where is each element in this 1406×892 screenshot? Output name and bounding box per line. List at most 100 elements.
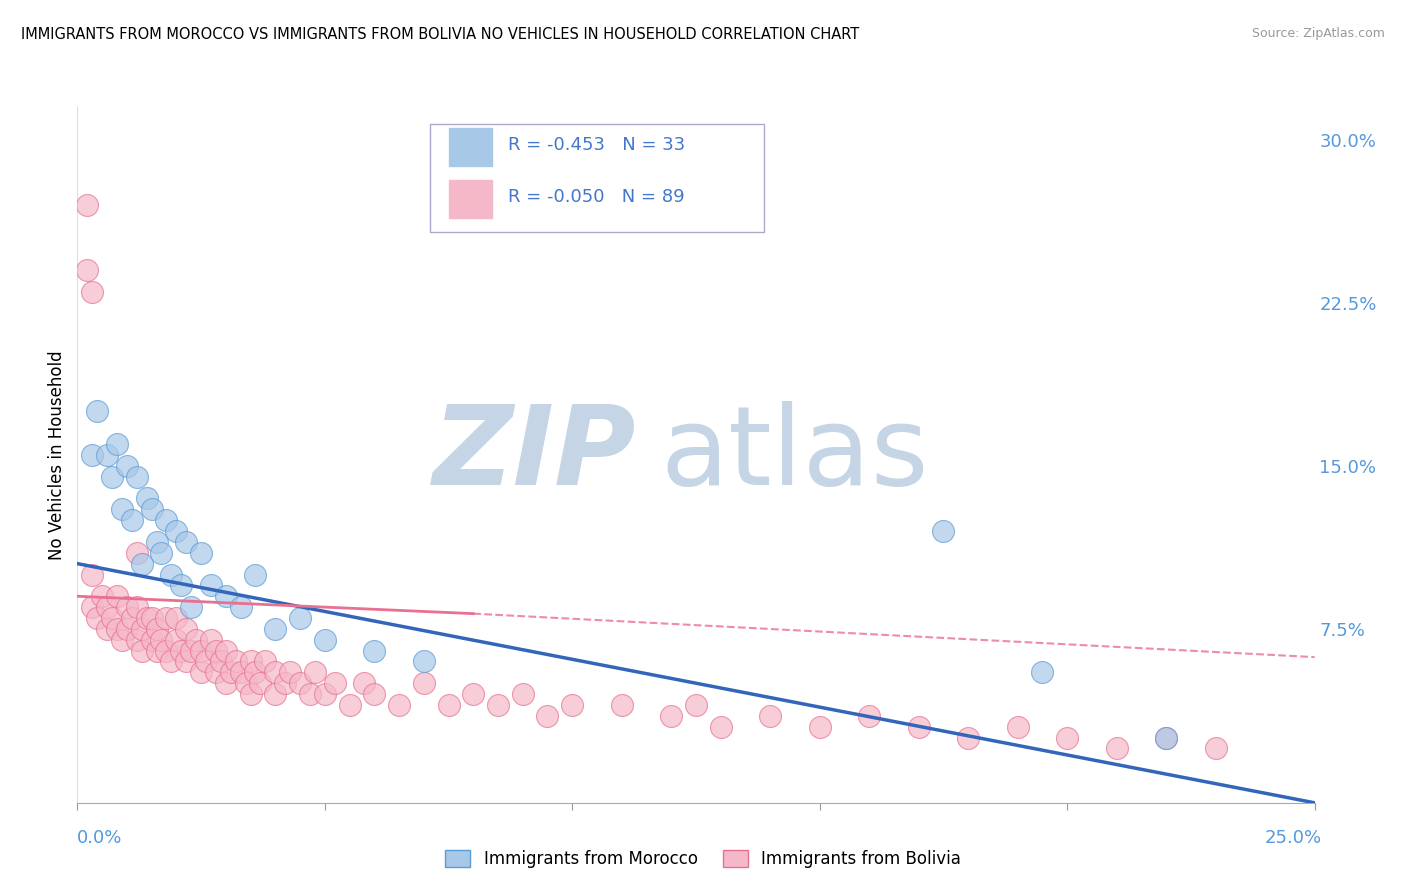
Point: [180, 600, 202, 615]
Point: [229, 665, 252, 680]
Point: [82, 285, 104, 299]
Point: [288, 676, 311, 690]
Point: [105, 437, 128, 451]
Point: [115, 458, 138, 473]
Point: [304, 665, 326, 680]
Point: [239, 655, 262, 669]
Point: [155, 513, 177, 527]
Point: [145, 622, 167, 636]
Point: [170, 643, 193, 657]
Point: [437, 698, 460, 712]
Text: 0.0%: 0.0%: [77, 829, 122, 847]
Point: [339, 698, 361, 712]
Point: [86, 611, 108, 625]
Text: IMMIGRANTS FROM MOROCCO VS IMMIGRANTS FROM BOLIVIA NO VEHICLES IN HOUSEHOLD CORR: IMMIGRANTS FROM MOROCCO VS IMMIGRANTS FR…: [21, 27, 859, 42]
Point: [363, 687, 385, 701]
Point: [101, 611, 124, 625]
FancyBboxPatch shape: [430, 124, 763, 232]
Point: [96, 448, 118, 462]
Point: [412, 655, 434, 669]
Point: [323, 676, 346, 690]
Point: [170, 578, 193, 592]
Bar: [449, 128, 492, 166]
Point: [685, 698, 707, 712]
Point: [1031, 665, 1053, 680]
Point: [536, 708, 558, 723]
Point: [125, 546, 148, 560]
Point: [1154, 731, 1177, 745]
Point: [165, 611, 187, 625]
Point: [412, 676, 434, 690]
Point: [86, 404, 108, 418]
Point: [125, 632, 148, 647]
Point: [145, 534, 167, 549]
Point: [150, 632, 173, 647]
Point: [150, 546, 173, 560]
Bar: [449, 180, 492, 219]
Point: [219, 665, 242, 680]
Point: [195, 655, 218, 669]
Point: [1105, 741, 1128, 756]
Point: [314, 632, 336, 647]
Point: [1205, 741, 1227, 756]
Point: [160, 655, 183, 669]
Point: [200, 632, 222, 647]
Point: [907, 720, 929, 734]
Point: [363, 643, 385, 657]
Point: [111, 632, 134, 647]
Point: [1154, 731, 1177, 745]
Text: Source: ZipAtlas.com: Source: ZipAtlas.com: [1251, 27, 1385, 40]
Point: [264, 665, 287, 680]
Point: [180, 643, 202, 657]
Point: [710, 720, 733, 734]
Point: [225, 655, 247, 669]
Point: [215, 643, 238, 657]
Point: [314, 687, 336, 701]
Point: [131, 643, 153, 657]
Point: [239, 687, 262, 701]
Point: [486, 698, 509, 712]
Point: [388, 698, 411, 712]
Text: atlas: atlas: [661, 401, 929, 508]
Point: [254, 655, 277, 669]
Point: [125, 469, 148, 483]
Point: [298, 687, 321, 701]
Point: [808, 720, 831, 734]
Point: [115, 622, 138, 636]
Point: [76, 263, 98, 277]
Point: [160, 567, 183, 582]
Point: [155, 611, 177, 625]
Point: [141, 611, 163, 625]
Point: [82, 600, 104, 615]
Point: [165, 632, 187, 647]
Point: [121, 611, 143, 625]
Point: [76, 198, 98, 212]
Legend: Immigrants from Morocco, Immigrants from Bolivia: Immigrants from Morocco, Immigrants from…: [439, 843, 967, 875]
Point: [125, 600, 148, 615]
Point: [353, 676, 375, 690]
Point: [200, 578, 222, 592]
Point: [174, 655, 197, 669]
Point: [288, 611, 311, 625]
Point: [229, 600, 252, 615]
Point: [111, 502, 134, 516]
Point: [135, 491, 157, 506]
Point: [957, 731, 980, 745]
Point: [278, 665, 301, 680]
Point: [82, 448, 104, 462]
Point: [91, 589, 114, 603]
Point: [82, 567, 104, 582]
Text: R = -0.453   N = 33: R = -0.453 N = 33: [508, 136, 685, 154]
Point: [245, 567, 267, 582]
Point: [512, 687, 534, 701]
Point: [190, 643, 212, 657]
Point: [264, 687, 287, 701]
Point: [105, 589, 128, 603]
Point: [141, 502, 163, 516]
Point: [135, 611, 157, 625]
Point: [174, 622, 197, 636]
Point: [610, 698, 633, 712]
Point: [96, 600, 118, 615]
Point: [105, 622, 128, 636]
Point: [561, 698, 583, 712]
